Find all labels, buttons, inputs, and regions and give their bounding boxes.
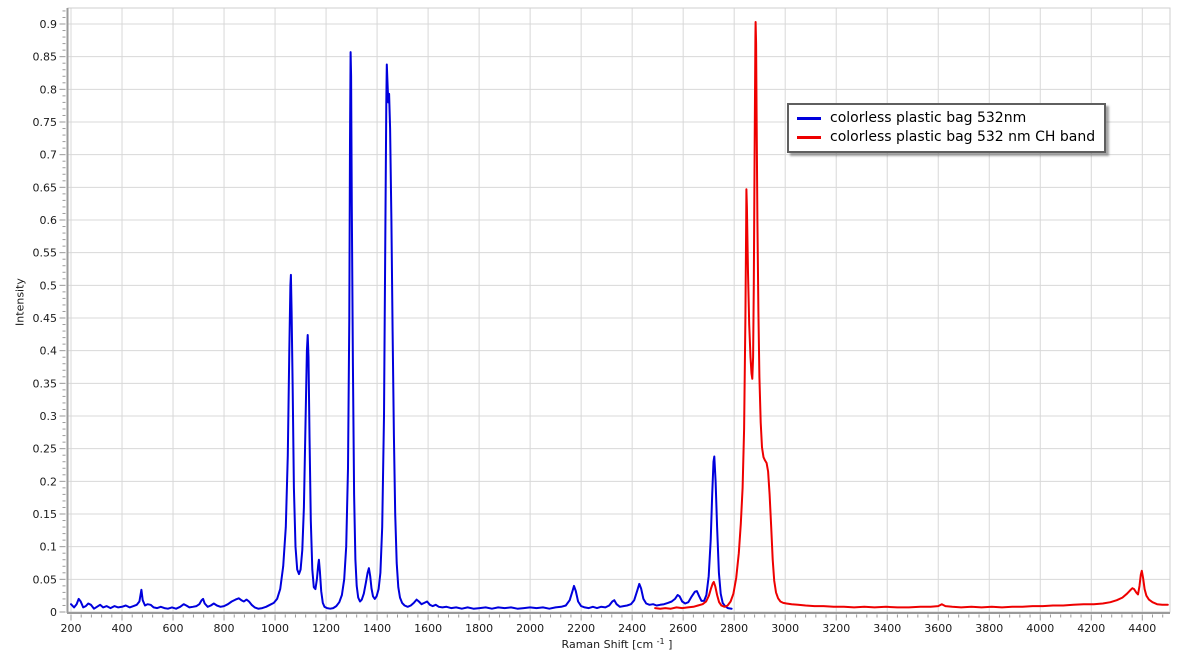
x-tick-label: 3800 bbox=[975, 622, 1003, 635]
x-tick-label: 800 bbox=[214, 622, 235, 635]
x-tick-label: 2000 bbox=[516, 622, 544, 635]
y-tick-label: 0.6 bbox=[40, 214, 58, 227]
x-tick-label: 200 bbox=[61, 622, 82, 635]
legend-line-swatch-red bbox=[797, 135, 821, 139]
legend-item-red-series: colorless plastic bag 532 nm CH band bbox=[797, 128, 1095, 146]
y-tick-label: 0.4 bbox=[40, 345, 58, 358]
y-tick-label: 0 bbox=[50, 606, 57, 619]
x-tick-label: 1200 bbox=[312, 622, 340, 635]
x-tick-label: 3000 bbox=[771, 622, 799, 635]
x-axis-title: Raman Shift [cm -1 ] bbox=[562, 637, 673, 651]
x-tick-label: 2600 bbox=[669, 622, 697, 635]
y-tick-label: 0.75 bbox=[33, 116, 58, 129]
y-tick-label: 0.15 bbox=[33, 508, 58, 521]
spectrum-line-0 bbox=[70, 51, 733, 610]
y-tick-label: 0.35 bbox=[33, 377, 58, 390]
y-tick-label: 0.05 bbox=[33, 573, 58, 586]
x-axis-title-bracket: ] bbox=[664, 638, 673, 651]
x-tick-label: 400 bbox=[112, 622, 133, 635]
x-axis-title-text: Raman Shift [cm bbox=[561, 638, 657, 651]
legend-label-blue-series: colorless plastic bag 532nm bbox=[830, 110, 1027, 126]
legend-item-blue-series: colorless plastic bag 532nm bbox=[797, 109, 1095, 127]
x-tick-label: 3600 bbox=[924, 622, 952, 635]
x-tick-label: 1600 bbox=[414, 622, 442, 635]
x-tick-label: 4200 bbox=[1077, 622, 1105, 635]
x-tick-label: 2400 bbox=[618, 622, 646, 635]
y-tick-label: 0.2 bbox=[40, 475, 58, 488]
spectrum-line-1 bbox=[654, 21, 1169, 610]
legend-line-swatch-blue bbox=[797, 116, 821, 120]
x-tick-label: 600 bbox=[163, 622, 184, 635]
x-tick-label: 3200 bbox=[822, 622, 850, 635]
y-tick-label: 0.8 bbox=[40, 83, 58, 96]
y-tick-label: 0.7 bbox=[40, 149, 58, 162]
y-tick-label: 0.5 bbox=[40, 279, 58, 292]
y-tick-label: 0.85 bbox=[33, 51, 58, 64]
y-tick-label: 0.55 bbox=[33, 247, 58, 260]
y-tick-label: 0.25 bbox=[33, 443, 58, 456]
x-tick-label: 2800 bbox=[720, 622, 748, 635]
y-tick-label: 0.1 bbox=[40, 541, 58, 554]
legend-label-red-series: colorless plastic bag 532 nm CH band bbox=[830, 129, 1096, 145]
x-tick-label: 2200 bbox=[567, 622, 595, 635]
legend: colorless plastic bag 532nm colorless pl… bbox=[787, 103, 1107, 153]
y-tick-label: 0.3 bbox=[40, 410, 58, 423]
x-tick-label: 4400 bbox=[1128, 622, 1156, 635]
x-tick-label: 4000 bbox=[1026, 622, 1054, 635]
y-axis-title: Intensity bbox=[13, 278, 27, 326]
y-tick-label: 0.45 bbox=[33, 312, 58, 325]
x-tick-label: 1800 bbox=[465, 622, 493, 635]
x-tick-label: 1000 bbox=[261, 622, 289, 635]
y-tick-label: 0.65 bbox=[33, 181, 58, 194]
y-tick-label: 0.9 bbox=[40, 18, 58, 31]
x-axis-title-superscript: -1 bbox=[656, 637, 665, 646]
x-tick-label: 1400 bbox=[363, 622, 391, 635]
x-tick-label: 3400 bbox=[873, 622, 901, 635]
